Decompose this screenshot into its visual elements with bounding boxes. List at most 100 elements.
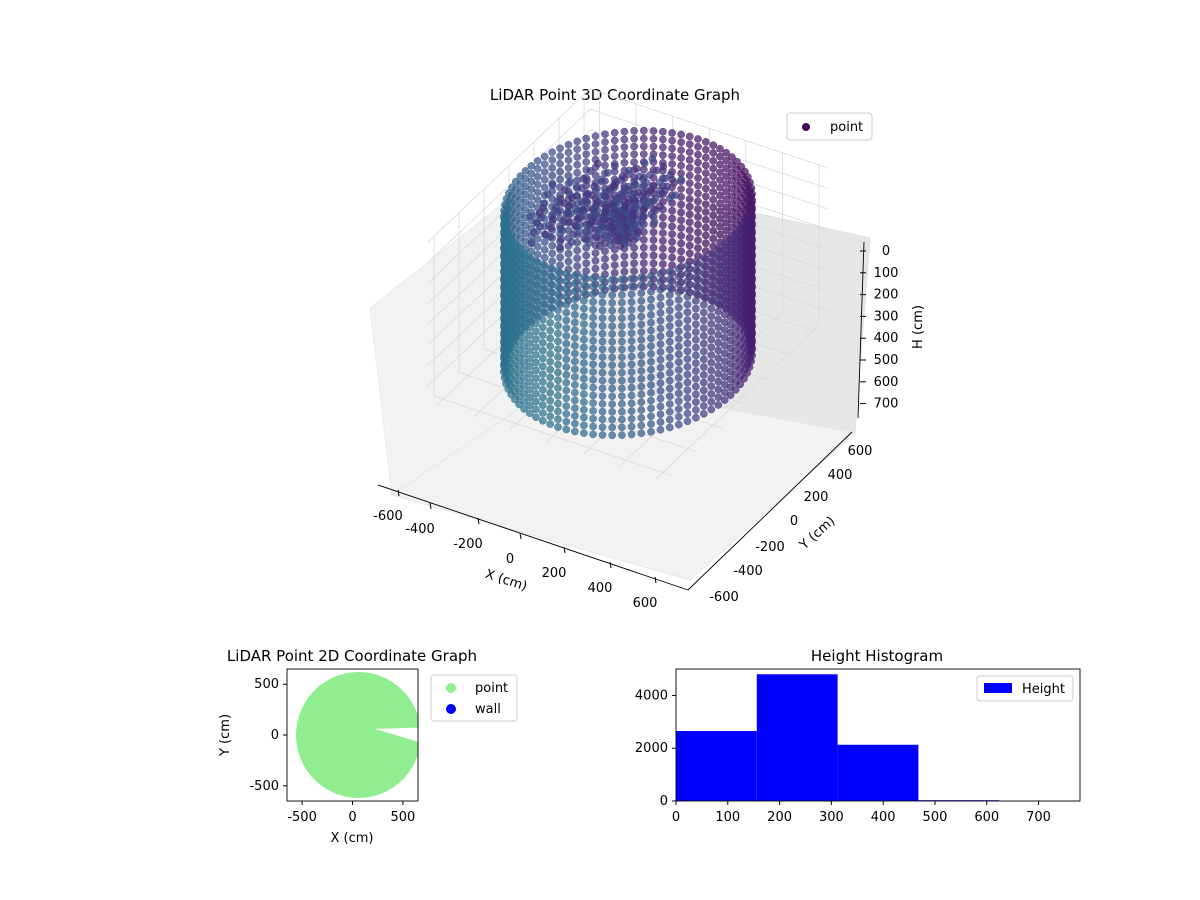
point-3d (637, 398, 646, 407)
point-3d (526, 409, 534, 418)
legend-3d: point (786, 112, 873, 141)
point-cloud-2d (296, 672, 418, 798)
point-3d (714, 253, 723, 261)
x-tick-1 (429, 502, 432, 510)
z-tick-label-2: 200 (874, 288, 899, 303)
point-3d (546, 334, 555, 343)
point-3d (638, 183, 647, 192)
point-3d (608, 408, 617, 416)
point-3d (548, 148, 557, 156)
point-3d (640, 159, 649, 168)
point-3d (618, 275, 626, 284)
point-3d (714, 354, 723, 363)
point-3d (580, 289, 588, 297)
point-3d (714, 385, 723, 394)
point-3d (647, 412, 655, 421)
point-3d (709, 188, 718, 196)
point-3d (700, 402, 708, 410)
point-3d (580, 296, 588, 305)
point-3d (591, 171, 600, 179)
x-tick-label-hist-7: 700 (1026, 810, 1051, 825)
point-3d (627, 430, 636, 439)
point-3d (683, 409, 692, 418)
point-3d (683, 378, 692, 387)
point-3d (580, 421, 588, 430)
point-3d (608, 337, 617, 346)
x-tick-6 (654, 576, 657, 584)
point-3d (720, 302, 729, 311)
point-3d (601, 138, 609, 146)
point-3d (656, 379, 665, 387)
point-3d (573, 254, 582, 263)
point-3d (627, 329, 636, 338)
point-3d (720, 388, 729, 397)
point-3d (620, 135, 629, 144)
point-3d (554, 337, 562, 346)
point-3d (589, 305, 597, 314)
point-3d (714, 260, 723, 269)
point-3d (709, 164, 718, 173)
point-3d (618, 353, 626, 362)
point-3d (630, 243, 638, 252)
point-3d (683, 277, 692, 285)
point-3d (520, 334, 528, 343)
point-3d (637, 320, 646, 329)
point-3d (598, 345, 607, 354)
point-3d (520, 311, 528, 320)
point-3d (589, 298, 597, 306)
point-3d (675, 303, 683, 312)
point-3d (526, 401, 534, 410)
point-3d (611, 162, 619, 170)
point-3d (637, 273, 646, 282)
y-tick-label-hist-2: 4000 (635, 688, 668, 703)
point-3d (666, 400, 674, 408)
point-3d (589, 391, 597, 400)
point-3d (533, 164, 542, 173)
point-3d (716, 144, 724, 153)
point-3d (526, 347, 534, 355)
z-tick-label-1: 100 (874, 266, 899, 281)
point-3d (610, 269, 619, 277)
point-3d (675, 335, 683, 343)
point-3d (637, 304, 646, 313)
point-3d (700, 261, 708, 270)
point-3d (700, 300, 708, 309)
point-3d (656, 425, 665, 434)
point-3d (675, 296, 683, 304)
point-3d (610, 144, 619, 152)
point-3d (610, 253, 619, 262)
point-3d (714, 331, 723, 339)
point-3d (573, 137, 582, 146)
point-3d (546, 295, 555, 304)
point-3d (627, 290, 636, 299)
point-3d (526, 284, 534, 293)
point-3d (702, 138, 710, 146)
point-3d (649, 142, 658, 151)
x-tick-label-hist-3: 300 (819, 810, 844, 825)
legend-histogram: Height (976, 675, 1074, 702)
point-3d (540, 152, 549, 161)
point-3d (507, 234, 515, 243)
x-tick-label-hist-5: 500 (923, 810, 948, 825)
point-3d (532, 358, 540, 367)
point-3d (675, 350, 683, 359)
point-3d (702, 215, 710, 224)
point-3d (532, 366, 540, 375)
point-3d (692, 335, 700, 344)
point-3d (616, 242, 625, 250)
point-3d (656, 332, 665, 341)
point-3d (548, 257, 557, 266)
point-3d (677, 138, 685, 147)
point-3d (554, 368, 562, 377)
point-3d (720, 279, 729, 288)
point-3d (694, 181, 702, 190)
point-3d (526, 378, 534, 386)
point-3d (532, 273, 540, 281)
point-3d (520, 405, 528, 413)
point-3d (546, 381, 555, 389)
point-3d (630, 127, 638, 135)
point-3d (692, 328, 700, 336)
point-3d (702, 184, 710, 193)
point-3d (568, 238, 576, 246)
point-3d (692, 304, 700, 313)
